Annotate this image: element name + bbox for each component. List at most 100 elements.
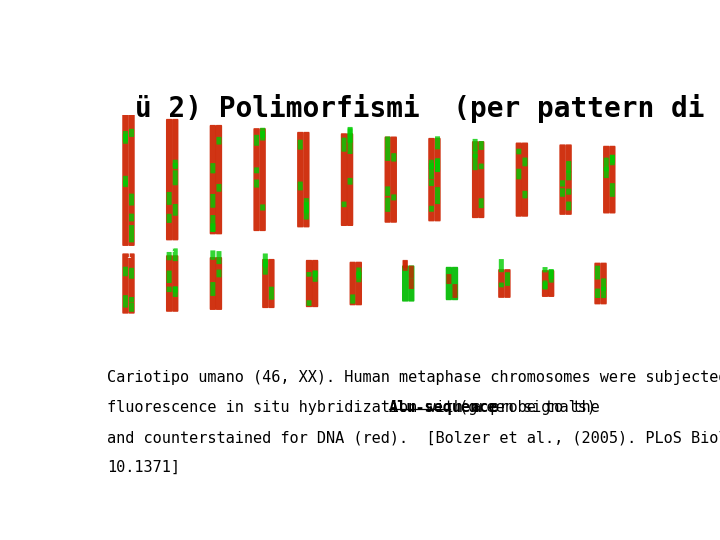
- FancyBboxPatch shape: [166, 214, 171, 223]
- FancyBboxPatch shape: [269, 259, 274, 308]
- FancyBboxPatch shape: [610, 154, 615, 163]
- FancyBboxPatch shape: [560, 180, 565, 187]
- FancyBboxPatch shape: [472, 150, 477, 158]
- FancyBboxPatch shape: [498, 269, 505, 298]
- FancyBboxPatch shape: [409, 266, 414, 278]
- FancyBboxPatch shape: [472, 139, 477, 151]
- Text: ü 2) Polimorfismi  (per pattern di bandeggio): ü 2) Polimorfismi (per pattern di bandeg…: [135, 94, 720, 123]
- FancyBboxPatch shape: [166, 287, 171, 292]
- FancyBboxPatch shape: [260, 128, 265, 140]
- FancyBboxPatch shape: [446, 267, 452, 300]
- Text: 21: 21: [500, 303, 509, 312]
- FancyBboxPatch shape: [166, 271, 171, 283]
- FancyBboxPatch shape: [549, 269, 554, 282]
- FancyBboxPatch shape: [173, 204, 178, 216]
- FancyBboxPatch shape: [210, 282, 215, 296]
- FancyBboxPatch shape: [595, 288, 600, 298]
- FancyBboxPatch shape: [210, 163, 215, 173]
- FancyBboxPatch shape: [129, 268, 134, 279]
- FancyBboxPatch shape: [472, 154, 477, 170]
- FancyBboxPatch shape: [428, 138, 435, 221]
- FancyBboxPatch shape: [303, 132, 310, 227]
- FancyBboxPatch shape: [173, 160, 178, 167]
- Text: Cariotipo umano (46, XX). Human metaphase chromosomes were subjected to: Cariotipo umano (46, XX). Human metaphas…: [107, 370, 720, 386]
- FancyBboxPatch shape: [128, 113, 135, 246]
- FancyBboxPatch shape: [601, 287, 606, 298]
- FancyBboxPatch shape: [478, 141, 485, 218]
- FancyBboxPatch shape: [260, 131, 265, 138]
- FancyBboxPatch shape: [304, 202, 309, 220]
- FancyBboxPatch shape: [123, 267, 128, 276]
- FancyBboxPatch shape: [129, 194, 134, 206]
- FancyBboxPatch shape: [348, 141, 353, 154]
- FancyBboxPatch shape: [297, 132, 303, 227]
- FancyBboxPatch shape: [348, 129, 353, 141]
- Text: 5: 5: [301, 233, 306, 241]
- Text: 8: 8: [432, 226, 437, 235]
- Text: 7: 7: [388, 228, 393, 237]
- Text: 19: 19: [403, 307, 413, 316]
- FancyBboxPatch shape: [172, 255, 179, 312]
- Text: 4: 4: [257, 236, 262, 245]
- FancyBboxPatch shape: [523, 158, 528, 166]
- FancyBboxPatch shape: [254, 167, 259, 173]
- FancyBboxPatch shape: [548, 270, 554, 297]
- FancyBboxPatch shape: [129, 129, 134, 137]
- FancyBboxPatch shape: [263, 253, 268, 266]
- FancyBboxPatch shape: [499, 282, 504, 287]
- FancyBboxPatch shape: [173, 248, 178, 261]
- FancyBboxPatch shape: [446, 274, 451, 284]
- FancyBboxPatch shape: [123, 176, 128, 185]
- FancyBboxPatch shape: [210, 224, 215, 232]
- FancyBboxPatch shape: [217, 251, 222, 264]
- FancyBboxPatch shape: [542, 270, 548, 297]
- FancyBboxPatch shape: [263, 259, 268, 267]
- FancyBboxPatch shape: [263, 262, 268, 275]
- FancyBboxPatch shape: [129, 297, 134, 302]
- FancyBboxPatch shape: [523, 191, 528, 198]
- FancyBboxPatch shape: [435, 187, 440, 204]
- FancyBboxPatch shape: [391, 194, 396, 200]
- FancyBboxPatch shape: [356, 267, 361, 275]
- Text: 3: 3: [214, 239, 218, 248]
- Text: 22: 22: [544, 302, 553, 311]
- Text: 14: 14: [168, 317, 177, 326]
- Text: and counterstained for DNA (red).  [Bolzer et al., (2005). PLoS Biol 3(5): e157 : and counterstained for DNA (red). [Bolze…: [107, 430, 720, 445]
- FancyBboxPatch shape: [312, 271, 318, 277]
- FancyBboxPatch shape: [391, 153, 396, 161]
- FancyBboxPatch shape: [260, 205, 265, 211]
- FancyBboxPatch shape: [402, 266, 408, 302]
- FancyBboxPatch shape: [516, 168, 521, 179]
- Text: 9: 9: [476, 223, 481, 232]
- FancyBboxPatch shape: [217, 269, 222, 278]
- FancyBboxPatch shape: [210, 215, 215, 232]
- FancyBboxPatch shape: [452, 284, 457, 298]
- FancyBboxPatch shape: [348, 127, 353, 143]
- FancyBboxPatch shape: [356, 272, 361, 279]
- Text: 2: 2: [170, 246, 175, 254]
- FancyBboxPatch shape: [129, 214, 134, 221]
- FancyBboxPatch shape: [356, 273, 361, 282]
- FancyBboxPatch shape: [298, 140, 303, 150]
- FancyBboxPatch shape: [166, 119, 172, 240]
- FancyBboxPatch shape: [429, 163, 434, 179]
- FancyBboxPatch shape: [603, 146, 609, 213]
- FancyBboxPatch shape: [429, 206, 434, 212]
- FancyBboxPatch shape: [600, 262, 607, 305]
- FancyBboxPatch shape: [216, 257, 222, 310]
- Text: 10.1371]: 10.1371]: [107, 460, 180, 475]
- FancyBboxPatch shape: [402, 260, 408, 271]
- FancyBboxPatch shape: [253, 128, 260, 231]
- Text: 6: 6: [345, 231, 350, 240]
- FancyBboxPatch shape: [123, 131, 128, 144]
- FancyBboxPatch shape: [479, 198, 484, 208]
- Text: 18: 18: [351, 310, 361, 319]
- FancyBboxPatch shape: [122, 253, 129, 314]
- FancyBboxPatch shape: [604, 167, 608, 178]
- FancyBboxPatch shape: [341, 138, 346, 152]
- FancyBboxPatch shape: [123, 180, 128, 187]
- FancyBboxPatch shape: [262, 259, 269, 308]
- FancyBboxPatch shape: [129, 225, 134, 242]
- FancyBboxPatch shape: [479, 141, 484, 150]
- FancyBboxPatch shape: [210, 125, 216, 234]
